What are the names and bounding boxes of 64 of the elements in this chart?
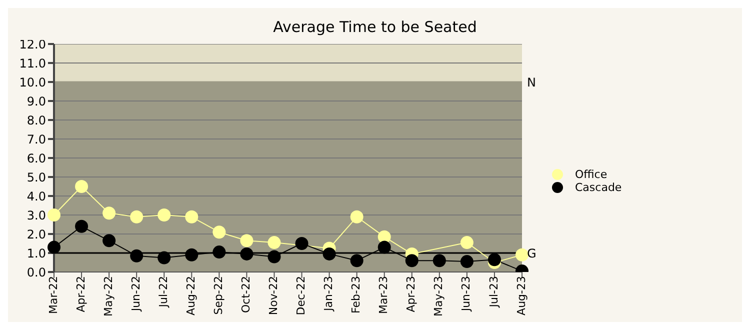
x-tick-label: Apr-23 bbox=[404, 276, 418, 312]
point bbox=[48, 240, 60, 254]
y-tick-label: 5.0 bbox=[26, 170, 46, 184]
point bbox=[432, 254, 446, 268]
point bbox=[75, 220, 88, 233]
x-tick-label: May-22 bbox=[102, 276, 115, 317]
point bbox=[460, 255, 474, 268]
legend-label: Cascade bbox=[575, 181, 622, 194]
point bbox=[405, 254, 418, 268]
point bbox=[322, 247, 336, 260]
y-tick-label: 8.0 bbox=[26, 113, 46, 128]
point bbox=[102, 234, 116, 248]
x-tick-label: Jul-22 bbox=[156, 276, 170, 308]
point bbox=[185, 210, 198, 224]
ref-line-label: N bbox=[527, 75, 536, 90]
x-tick-label: Jun-23 bbox=[460, 276, 473, 312]
chart-title: Average Time to be Seated bbox=[273, 18, 477, 36]
x-tick-label: Mar-23 bbox=[377, 276, 390, 314]
x-tick-label: Dec-22 bbox=[294, 276, 308, 316]
point bbox=[378, 240, 391, 254]
y-tick-label: 9.0 bbox=[26, 94, 46, 108]
x-tick-label: Aug-22 bbox=[184, 276, 198, 316]
x-tick-label: May-23 bbox=[432, 276, 446, 317]
x-tick-label: Jul-23 bbox=[487, 276, 500, 308]
y-tick-label: 0.0 bbox=[26, 265, 46, 280]
point bbox=[268, 236, 281, 250]
y-tick-label: 4.0 bbox=[26, 189, 46, 204]
x-tick-label: Jun-22 bbox=[129, 276, 142, 312]
point bbox=[240, 247, 254, 260]
point bbox=[350, 254, 364, 268]
y-tick-label: 11.0 bbox=[19, 56, 46, 70]
x-tick-label: Mar-22 bbox=[46, 276, 60, 314]
y-tick-label: 2.0 bbox=[26, 227, 46, 242]
x-tick-label: Feb-23 bbox=[350, 276, 363, 314]
point bbox=[268, 250, 281, 264]
point bbox=[158, 208, 171, 222]
x-tick-label: Apr-22 bbox=[74, 276, 88, 312]
point bbox=[240, 234, 254, 248]
point bbox=[185, 248, 198, 262]
legend-label: Office bbox=[575, 168, 608, 181]
y-tick-label: 6.0 bbox=[26, 151, 46, 166]
point bbox=[212, 226, 226, 239]
point bbox=[75, 180, 88, 193]
point bbox=[350, 210, 364, 224]
point bbox=[460, 236, 474, 250]
point bbox=[212, 246, 226, 259]
point bbox=[130, 249, 144, 262]
point bbox=[48, 208, 60, 222]
point bbox=[516, 248, 528, 262]
x-tick-label: Sep-22 bbox=[212, 276, 225, 315]
y-tick-label: 7.0 bbox=[26, 132, 46, 146]
point bbox=[102, 206, 116, 220]
ref-line-label: G bbox=[527, 246, 536, 260]
y-tick-label: 1.0 bbox=[26, 246, 46, 260]
point bbox=[130, 210, 144, 224]
x-tick-label: Oct-22 bbox=[240, 276, 253, 313]
y-tick-label: 10.0 bbox=[19, 75, 46, 90]
y-tick-label: 3.0 bbox=[26, 208, 46, 222]
point bbox=[158, 251, 171, 264]
x-tick-label: Jan-23 bbox=[322, 276, 336, 312]
point bbox=[295, 237, 308, 250]
point bbox=[488, 253, 501, 266]
x-tick-label: Nov-22 bbox=[267, 276, 280, 316]
x-tick-label: Aug-23 bbox=[514, 276, 528, 316]
